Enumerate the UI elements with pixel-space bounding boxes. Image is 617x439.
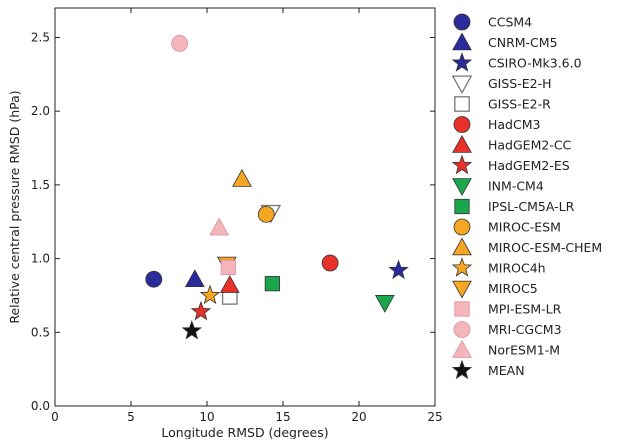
- legend-marker-mean: [451, 359, 473, 380]
- legend-label-giss-e2-r: GISS-E2-R: [488, 97, 551, 112]
- data-point-miroc-esm-chem: [232, 168, 252, 187]
- legend-label-miroc5: MIROC5: [488, 281, 538, 296]
- data-point-miroc4h: [199, 284, 221, 305]
- legend-marker-giss-e2-r: [454, 96, 470, 112]
- y-tick-label: 0.5: [31, 325, 50, 339]
- legend-marker-inm-cm4: [452, 178, 472, 197]
- legend-label-hadcm3: HadCM3: [488, 117, 540, 132]
- data-point-mri-cgcm3: [171, 34, 189, 52]
- legend-marker-cnrm-cm5: [452, 32, 472, 51]
- legend-marker-mri-cgcm3: [453, 321, 471, 338]
- x-tick-label: 25: [427, 410, 442, 424]
- legend: CCSM4 CNRM-CM5 CSIRO-Mk3.6.0 GISS-E2-H GISS-…: [451, 13, 602, 380]
- legend-marker-hadgem2-cc: [452, 134, 472, 153]
- y-tick-label: 2.5: [31, 30, 50, 44]
- y-axis-title: Relative central pressure RMSD (hPa): [7, 90, 22, 323]
- legend-label-inm-cm4: INM-CM4: [488, 179, 544, 194]
- legend-label-mri-cgcm3: MRI-CGCM3: [488, 322, 562, 337]
- plot-frame: [54, 7, 436, 407]
- legend-label-hadgem2-es: HadGEM2-ES: [488, 158, 570, 173]
- legend-marker-hadcm3: [453, 116, 471, 133]
- data-point-hadgem2-cc: [219, 275, 240, 293]
- legend-marker-mpi-esm-lr: [454, 301, 470, 317]
- data-point-mean: [181, 320, 203, 340]
- legend-label-mpi-esm-lr: MPI-ESM-LR: [488, 302, 562, 317]
- x-tick-label: 5: [127, 410, 135, 424]
- data-point-csiro-mk3-6-0: [388, 259, 409, 280]
- legend-label-mean: MEAN: [488, 363, 525, 378]
- legend-marker-csiro-mk3-6-0: [451, 52, 473, 72]
- data-point-ccsm4: [145, 270, 163, 288]
- legend-marker-noresm1-m: [452, 339, 472, 358]
- legend-label-ccsm4: CCSM4: [488, 15, 532, 30]
- legend-marker-miroc-esm: [453, 218, 471, 236]
- x-tick-label: 20: [351, 410, 366, 424]
- x-tick-label: 0: [51, 410, 59, 424]
- plot-markers: [145, 34, 409, 340]
- data-point-ipsl-cm5a-lr: [264, 276, 280, 292]
- legend-label-ipsl-cm5a-lr: IPSL-CM5A-LR: [488, 199, 575, 214]
- data-point-miroc-esm: [257, 205, 275, 223]
- legend-label-miroc-esm: MIROC-ESM: [488, 220, 561, 235]
- legend-marker-giss-e2-h: [451, 75, 473, 95]
- legend-label-miroc-esm-chem: MIROC-ESM-CHEM: [488, 240, 602, 255]
- legend-label-csiro-mk3-6-0: CSIRO-Mk3.6.0: [488, 56, 582, 71]
- x-tick-label: 10: [199, 410, 214, 424]
- legend-marker-ipsl-cm5a-lr: [454, 198, 470, 215]
- legend-marker-hadgem2-es: [451, 154, 473, 175]
- legend-marker-miroc5: [452, 280, 472, 299]
- legend-label-miroc4h: MIROC4h: [488, 261, 546, 276]
- y-tick-label: 2.0: [31, 104, 50, 118]
- data-point-cnrm-cm5: [184, 269, 205, 287]
- legend-label-giss-e2-h: GISS-E2-H: [488, 76, 552, 91]
- x-axis-ticks: 0 5 10 15 20 25: [51, 8, 443, 424]
- legend-marker-miroc4h: [451, 257, 473, 277]
- data-point-inm-cm4: [374, 295, 395, 313]
- data-point-hadgem2-es: [190, 300, 212, 321]
- y-axis-ticks: 0.0 0.5 1.0 1.5 2.0 2.5: [31, 30, 435, 413]
- legend-marker-miroc-esm-chem: [452, 237, 472, 256]
- legend-marker-ccsm4: [453, 13, 471, 31]
- y-tick-label: 1.0: [31, 252, 50, 266]
- x-tick-label: 15: [275, 410, 290, 424]
- x-axis-title: Longitude RMSD (degrees): [161, 425, 328, 439]
- y-tick-label: 1.5: [31, 178, 50, 192]
- y-tick-label: 0.0: [31, 399, 50, 413]
- legend-label-hadgem2-cc: HadGEM2-CC: [488, 138, 572, 153]
- data-point-hadcm3: [321, 254, 339, 272]
- data-point-mpi-esm-lr: [220, 259, 236, 276]
- legend-label-cnrm-cm5: CNRM-CM5: [488, 35, 558, 50]
- legend-label-noresm1-m: NorESM1-M: [488, 343, 560, 358]
- data-point-noresm1-m: [209, 217, 230, 236]
